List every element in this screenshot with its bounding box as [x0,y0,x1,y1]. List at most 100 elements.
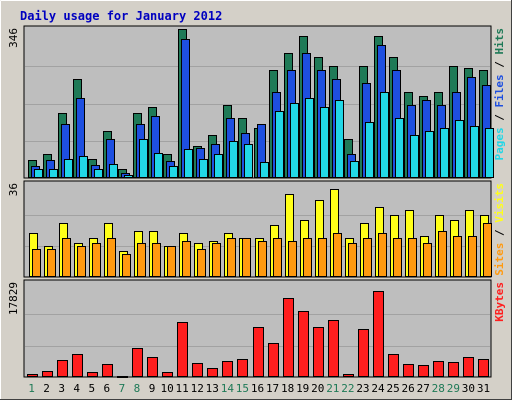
bar-sites-day-5 [92,243,101,277]
bar-pages-day-30 [470,126,479,178]
bar-pages-day-23 [365,122,374,178]
bar-kbytes-day-3 [57,360,68,377]
bar-sites-day-24 [378,233,387,277]
day-label: 13 [206,382,219,395]
bar-sites-day-23 [363,238,372,277]
panel-hits-files-pages: 346 [7,25,494,179]
bar-pages-day-13 [214,154,223,178]
day-label: 26 [402,382,415,395]
series-kbytes [27,291,489,378]
bar-pages-day-18 [290,103,299,178]
bar-pages-day-4 [79,156,88,178]
day-label: 9 [149,382,156,395]
legend-entry: / [493,55,506,75]
bar-sites-day-26 [408,238,417,277]
bar-sites-day-27 [423,243,432,277]
axis-max-label: 17829 [7,282,20,315]
bar-pages-day-2 [49,169,58,178]
legend-entry: / [493,108,506,128]
bar-pages-day-17 [275,111,284,178]
bar-sites-day-31 [483,223,492,277]
bar-sites-day-2 [47,249,56,277]
chart-title: Daily usage for January 2012 [20,9,222,23]
bar-sites-day-29 [453,236,462,277]
bar-sites-day-18 [288,241,297,277]
bar-kbytes-day-11 [177,322,188,377]
bar-kbytes-day-10 [162,372,173,377]
bar-pages-day-5 [94,169,103,178]
day-label: 20 [311,382,324,395]
bar-sites-day-28 [438,231,447,277]
legend-entry: Pages [493,127,506,160]
bar-kbytes-day-19 [298,311,309,377]
bar-kbytes-day-28 [433,361,444,377]
bar-sites-day-12 [197,249,206,277]
legend-entry: KBytes [493,282,506,322]
bar-sites-day-1 [32,249,41,277]
day-label: 30 [462,382,475,395]
bar-kbytes-day-23 [358,329,369,377]
bar-sites-day-6 [107,238,116,277]
bar-kbytes-day-25 [388,354,399,377]
bar-sites-day-19 [303,238,312,277]
axis-max-label: 346 [7,28,20,48]
axis-max-label: 36 [7,183,20,196]
day-label: 1 [28,382,35,395]
legend-entry: Files [493,74,506,107]
day-axis: 1 2 3 4 5 6 7 8 9 10 11 12 13 14 15 16 17 18 19 20 21 22 23 24 2… [28,382,490,395]
bar-pages-day-9 [154,153,163,178]
day-label: 4 [73,382,80,395]
bar-sites-day-14 [227,238,236,277]
bar-kbytes-day-22 [343,374,354,377]
bar-pages-day-3 [64,159,73,178]
bar-kbytes-day-21 [328,320,339,377]
bar-sites-day-30 [468,236,477,277]
bar-kbytes-day-16 [253,327,264,377]
legend-middle: Sites / Visits [493,183,506,276]
day-label: 21 [326,382,339,395]
bar-kbytes-day-18 [283,298,294,377]
bar-kbytes-day-24 [373,291,384,377]
bar-sites-day-11 [182,241,191,277]
chart-panels: 346 36 17829 [7,25,494,378]
bar-pages-day-6 [109,164,118,178]
day-label: 18 [281,382,294,395]
bar-pages-day-20 [320,107,329,178]
bar-sites-day-8 [137,243,146,277]
bar-pages-day-7 [124,175,133,178]
day-label: 25 [386,382,399,395]
bar-kbytes-day-13 [207,368,218,377]
bar-kbytes-day-27 [418,365,429,377]
bar-pages-day-12 [199,159,208,178]
day-label: 28 [432,382,445,395]
legend-bottom: KBytes [493,282,506,322]
bar-kbytes-day-30 [463,357,474,377]
day-label: 16 [251,382,264,395]
bar-sites-day-21 [333,233,342,277]
day-label: 24 [371,382,385,395]
day-label: 27 [417,382,430,395]
bar-sites-day-22 [348,243,357,277]
legend-top: Pages / Files / Hits [493,28,506,161]
legend-entry: Visits [493,183,506,223]
bar-kbytes-day-20 [313,327,324,377]
bar-kbytes-day-26 [403,364,414,377]
bar-pages-day-11 [184,149,193,178]
bar-kbytes-day-12 [192,363,203,377]
bar-pages-day-22 [350,161,359,178]
bar-pages-day-29 [455,120,464,178]
day-label: 17 [266,382,279,395]
bar-kbytes-day-1 [27,374,38,377]
day-label: 31 [477,382,490,395]
bar-kbytes-day-4 [72,354,83,377]
bar-sites-day-15 [242,238,251,277]
bar-pages-day-25 [395,118,404,178]
legend-entry: Sites [493,243,506,276]
bar-sites-day-25 [393,238,402,277]
day-label: 8 [134,382,141,395]
bar-pages-day-31 [485,128,494,178]
day-label: 12 [191,382,204,395]
bar-kbytes-day-15 [237,359,248,377]
bar-kbytes-day-9 [147,357,158,377]
bar-sites-day-13 [212,243,221,277]
